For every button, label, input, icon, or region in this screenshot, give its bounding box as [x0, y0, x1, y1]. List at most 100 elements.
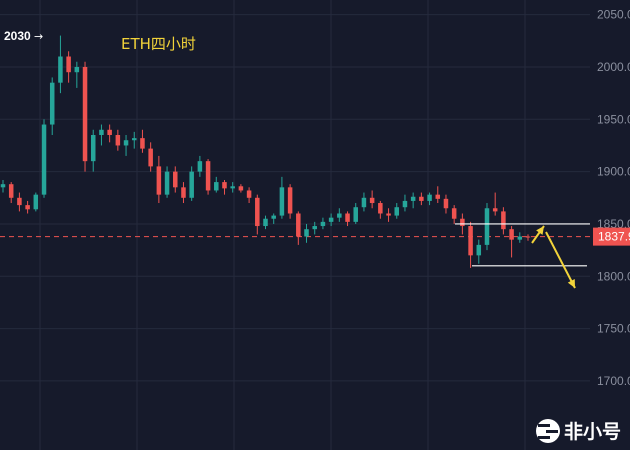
- price-tag-value: 1837.9: [598, 230, 630, 244]
- candle-body: [345, 213, 350, 222]
- candle: [484, 203, 490, 251]
- candle: [443, 194, 449, 214]
- candle-body: [386, 213, 391, 216]
- y-tick-label: 2050.00: [597, 8, 630, 22]
- candle-body: [525, 236, 531, 238]
- candle: [41, 119, 47, 198]
- candle: [230, 182, 235, 193]
- candle-body: [369, 197, 375, 204]
- candle-body: [115, 135, 121, 146]
- candle: [353, 203, 358, 224]
- candle-body: [131, 138, 137, 141]
- candle: [148, 142, 153, 172]
- candle: [123, 135, 129, 156]
- watermark-text: 非小号: [564, 421, 621, 443]
- candle: [99, 124, 104, 146]
- candle: [131, 131, 137, 149]
- candle-body: [173, 171, 178, 188]
- y-axis: 2050.00 2000.00 1950.00 1900.00 1850.00 1800.…: [597, 8, 630, 388]
- candle-body: [271, 215, 276, 219]
- candle: [49, 77, 55, 135]
- chart-title: ETH四小时: [121, 35, 196, 53]
- candle-body: [181, 187, 186, 198]
- arrow-up-icon: [531, 225, 545, 244]
- candle: [337, 208, 342, 222]
- candle: [378, 200, 383, 219]
- candle: [386, 208, 391, 222]
- candle-body: [238, 186, 244, 191]
- candle-body: [312, 226, 317, 230]
- candle-body: [90, 135, 96, 162]
- candle-body: [148, 148, 153, 167]
- candle: [279, 176, 285, 219]
- candle-body: [58, 56, 63, 83]
- candle-body: [296, 213, 301, 237]
- candle-body: [164, 171, 170, 195]
- candle-body: [230, 186, 235, 189]
- candle: [90, 129, 96, 172]
- candle-body: [123, 140, 129, 146]
- candle-body: [66, 56, 71, 73]
- candle-body: [492, 208, 498, 212]
- candle: [435, 186, 441, 204]
- candle: [0, 180, 6, 193]
- candle-body: [255, 197, 260, 227]
- candle-body: [304, 229, 309, 237]
- high-marker-label: 2030: [4, 29, 31, 43]
- candle: [107, 124, 112, 143]
- candle-body: [107, 129, 112, 135]
- candle-body: [419, 196, 424, 201]
- candle: [419, 192, 424, 206]
- candle-body: [460, 218, 465, 227]
- candle: [402, 194, 408, 212]
- candle: [361, 192, 367, 212]
- candle-body: [476, 244, 482, 256]
- candle: [369, 190, 375, 209]
- y-tick-label: 2000.00: [597, 60, 630, 74]
- candle: [345, 211, 350, 227]
- candle: [271, 213, 276, 224]
- candle: [25, 200, 30, 214]
- candle: [222, 180, 227, 195]
- watermark: 非小号: [536, 419, 621, 443]
- arrow-head: [567, 279, 575, 288]
- candle-body: [99, 129, 104, 135]
- grid: [0, 0, 590, 450]
- candle: [115, 129, 121, 151]
- candle-body: [205, 161, 211, 191]
- candle: [164, 166, 170, 198]
- candle: [205, 159, 211, 195]
- candle-body: [427, 194, 432, 201]
- candle: [517, 232, 523, 243]
- support-resistance-lines: [455, 223, 590, 267]
- y-tick-label: 1900.00: [597, 165, 630, 179]
- candle-body: [484, 208, 490, 245]
- candle-body: [328, 217, 334, 222]
- candle: [509, 226, 514, 258]
- candle-body: [214, 182, 219, 191]
- candle: [328, 213, 334, 227]
- candle: [255, 194, 260, 235]
- candle-body: [49, 82, 55, 125]
- candle: [476, 239, 482, 264]
- candle: [525, 234, 531, 241]
- candle-body: [222, 182, 227, 189]
- candle-body: [140, 138, 145, 149]
- candle: [304, 223, 309, 243]
- candle: [501, 207, 506, 235]
- candle-body: [17, 197, 22, 206]
- high-marker: 2030 →: [4, 29, 43, 43]
- candle: [451, 205, 457, 224]
- candle-body: [25, 205, 30, 210]
- candle-body: [287, 187, 293, 214]
- candle-body: [189, 171, 194, 198]
- candle: [320, 217, 326, 230]
- arrow-shaft: [545, 231, 576, 289]
- high-marker-arrow-icon: →: [34, 30, 43, 43]
- candle: [394, 203, 400, 219]
- candle-body: [410, 196, 416, 201]
- candle-body: [74, 66, 80, 73]
- arrow-down-icon: [545, 231, 576, 289]
- y-tick-label: 1800.00: [597, 269, 630, 283]
